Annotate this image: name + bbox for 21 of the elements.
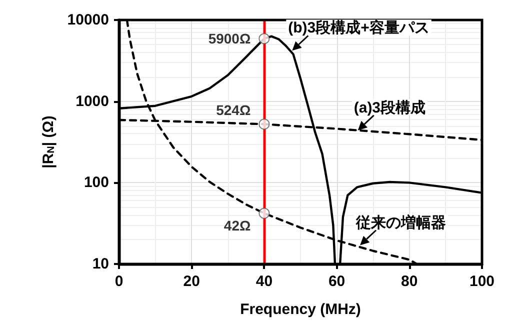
x-tick-label: 40 <box>256 273 273 290</box>
x-tick-label: 0 <box>114 273 124 290</box>
data-label: 42Ω <box>224 217 251 234</box>
point <box>258 118 270 130</box>
point <box>258 208 270 219</box>
annotation: (b)3段構成+容量パス <box>288 18 430 37</box>
annotation: 従来の増幅器 <box>355 213 446 232</box>
point <box>258 33 270 44</box>
data-label: 5900Ω <box>208 30 251 47</box>
y-axis-title: |RN| (Ω) <box>40 116 57 168</box>
annotation: (a)3段構成 <box>354 99 426 116</box>
y-tick-label: 10 <box>92 256 109 272</box>
y-tick-label: 10000 <box>67 12 109 28</box>
data-label: 524Ω <box>216 102 251 118</box>
x-axis-title: Frequency (MHz) <box>240 301 361 318</box>
y-tick-label: 1000 <box>76 92 109 110</box>
x-tick-label: 20 <box>183 273 200 290</box>
x-tick-label: 80 <box>401 273 418 290</box>
x-tick-label: 100 <box>469 273 495 290</box>
y-tick-label: 100 <box>84 174 109 192</box>
x-tick-label: 60 <box>328 273 346 290</box>
